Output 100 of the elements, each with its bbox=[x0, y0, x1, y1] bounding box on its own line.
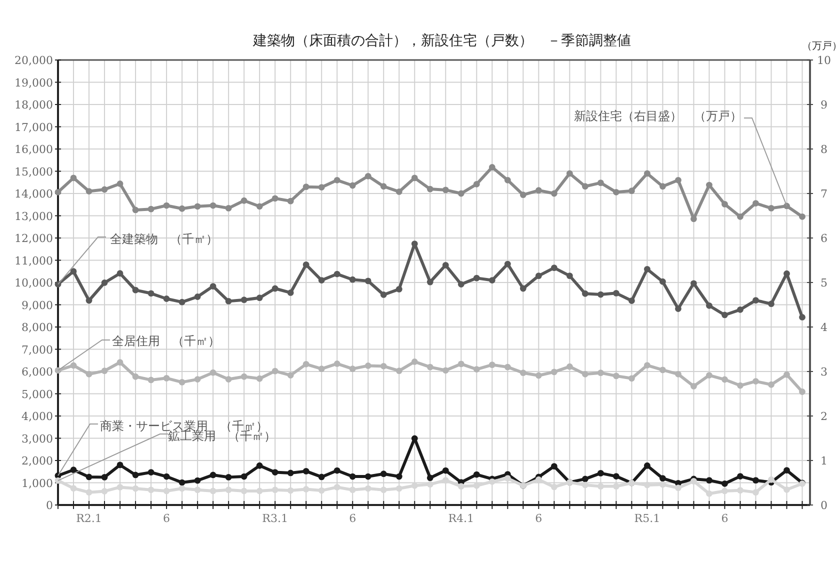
point bbox=[148, 376, 154, 384]
point bbox=[256, 488, 263, 494]
point bbox=[178, 485, 186, 492]
y2-tick-label: 7 bbox=[820, 188, 828, 200]
point bbox=[597, 470, 604, 476]
point bbox=[287, 290, 294, 296]
point bbox=[597, 291, 604, 298]
point bbox=[178, 378, 186, 386]
point bbox=[488, 478, 496, 485]
y-tick-label: 16,000 bbox=[14, 143, 53, 156]
point bbox=[70, 362, 77, 369]
point bbox=[535, 187, 542, 194]
y-tick-label: 0 bbox=[46, 499, 53, 512]
y-tick-label: 3,000 bbox=[22, 432, 53, 446]
point bbox=[442, 367, 449, 374]
y-tick-label: 19,000 bbox=[14, 76, 53, 90]
point bbox=[644, 462, 650, 469]
point bbox=[473, 482, 480, 489]
point bbox=[349, 473, 356, 480]
point bbox=[396, 368, 402, 374]
point bbox=[70, 466, 77, 474]
point bbox=[582, 290, 588, 297]
point bbox=[550, 190, 558, 197]
point bbox=[287, 470, 294, 476]
point bbox=[240, 488, 248, 494]
point bbox=[225, 474, 232, 480]
point bbox=[101, 280, 108, 286]
point bbox=[272, 486, 278, 494]
point bbox=[411, 482, 418, 489]
point bbox=[784, 486, 790, 493]
point bbox=[535, 372, 542, 379]
point bbox=[737, 306, 744, 313]
point bbox=[148, 486, 154, 494]
y-tick-label: 14,000 bbox=[14, 188, 53, 200]
point bbox=[380, 362, 387, 370]
point bbox=[148, 290, 154, 297]
point bbox=[473, 471, 480, 478]
point bbox=[442, 467, 449, 474]
point bbox=[287, 198, 294, 204]
point bbox=[364, 172, 372, 180]
point bbox=[302, 360, 310, 368]
point bbox=[520, 370, 526, 376]
point bbox=[768, 381, 774, 388]
y2-tick-label: 4 bbox=[820, 321, 828, 334]
point bbox=[768, 204, 774, 212]
point bbox=[706, 182, 712, 188]
point bbox=[225, 486, 232, 494]
point bbox=[302, 486, 310, 492]
point bbox=[54, 188, 62, 196]
point bbox=[380, 486, 387, 494]
point bbox=[194, 203, 201, 210]
point bbox=[628, 298, 635, 304]
point bbox=[473, 274, 480, 282]
point bbox=[86, 370, 92, 378]
point bbox=[473, 180, 480, 188]
point bbox=[488, 164, 496, 170]
point bbox=[210, 202, 216, 209]
y-tick-label: 4,000 bbox=[22, 410, 53, 423]
point bbox=[458, 483, 464, 490]
point bbox=[70, 268, 77, 275]
point bbox=[380, 183, 387, 190]
point bbox=[318, 474, 325, 480]
point bbox=[458, 281, 464, 288]
point bbox=[504, 176, 511, 184]
point bbox=[612, 372, 620, 380]
point bbox=[210, 488, 216, 494]
point bbox=[334, 176, 340, 184]
point bbox=[520, 192, 526, 198]
point bbox=[504, 475, 511, 482]
point bbox=[752, 489, 759, 496]
point bbox=[426, 474, 434, 482]
point bbox=[318, 277, 325, 284]
point bbox=[349, 366, 356, 372]
y-tick-label: 8,000 bbox=[22, 321, 53, 334]
x-tick-label: 6 bbox=[163, 512, 170, 525]
point bbox=[458, 190, 464, 197]
point bbox=[163, 488, 170, 494]
point bbox=[132, 286, 139, 294]
point bbox=[194, 486, 201, 494]
point bbox=[70, 174, 77, 182]
point bbox=[566, 272, 573, 280]
point bbox=[722, 376, 728, 383]
y2-tick-label: 6 bbox=[820, 232, 828, 245]
point bbox=[163, 202, 170, 209]
point bbox=[473, 366, 480, 372]
point bbox=[488, 362, 496, 368]
point bbox=[272, 469, 278, 476]
point bbox=[442, 262, 449, 268]
point bbox=[364, 278, 372, 284]
y-tick-label: 2,000 bbox=[22, 454, 53, 468]
chart-title: 建築物（床面積の合計），新設住宅（戸数） －季節調整値 bbox=[252, 33, 631, 49]
point bbox=[132, 472, 139, 478]
point bbox=[256, 462, 263, 469]
point bbox=[132, 373, 139, 380]
point bbox=[349, 486, 356, 494]
point bbox=[318, 487, 325, 494]
y2-tick-label: 0 bbox=[820, 499, 828, 512]
x-tick-label: R3.1 bbox=[262, 512, 288, 525]
point bbox=[411, 174, 418, 182]
y-tick-label: 18,000 bbox=[14, 98, 53, 112]
